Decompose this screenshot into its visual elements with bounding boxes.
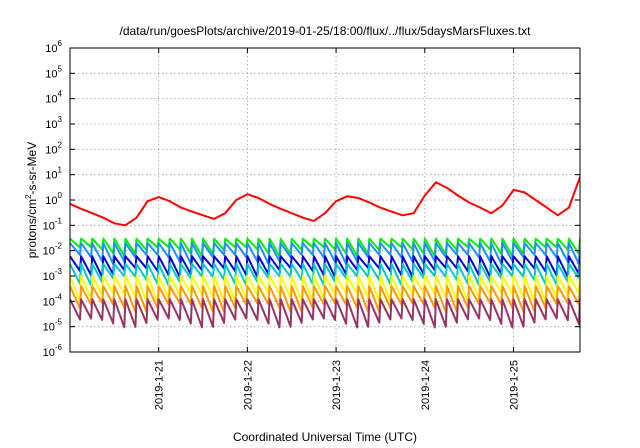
tick-layer: 10-6 10-5 10-4 10-3 10-2 10-1 100 101 102 103 104 1… xyxy=(43,39,580,410)
series-line-2 xyxy=(70,242,580,265)
y-tick-label: 106 xyxy=(45,39,62,55)
series-line-4 xyxy=(70,262,580,287)
x-tick-label: 2019-1-22 xyxy=(242,360,254,410)
x-tick-label: 2019-1-25 xyxy=(508,360,520,410)
y-tick-label: 10-5 xyxy=(43,318,63,334)
y-tick-label: 104 xyxy=(45,90,62,106)
y-tick-label: 100 xyxy=(45,191,62,207)
x-axis-title: Coordinated Universal Time (UTC) xyxy=(233,430,417,444)
series-line-7 xyxy=(70,298,580,329)
y-tick-label: 10-2 xyxy=(43,242,63,258)
y-tick-label: 10-6 xyxy=(43,343,63,359)
y-tick-label: 103 xyxy=(45,115,62,131)
y-tick-label: 10-1 xyxy=(43,216,63,232)
x-tick-label: 2019-1-23 xyxy=(331,360,343,410)
chart-title: /data/run/goesPlots/archive/2019-01-25/1… xyxy=(120,24,532,38)
y-axis-label-layer: protons/cm2-s-sr-MeV xyxy=(24,142,39,258)
y-tick-label: 10-3 xyxy=(43,267,63,283)
x-tick-label: 2019-1-21 xyxy=(154,360,166,410)
x-tick-label: 2019-1-24 xyxy=(420,360,432,410)
y-tick-label: 101 xyxy=(45,166,62,182)
series-line-0 xyxy=(70,176,580,227)
y-tick-label: 10-4 xyxy=(43,292,63,308)
y-tick-label: 102 xyxy=(45,140,62,156)
y-tick-label: 105 xyxy=(45,64,62,80)
series-layer xyxy=(70,176,580,329)
series-line-6 xyxy=(70,285,580,313)
y-axis-title: protons/cm2-s-sr-MeV xyxy=(24,142,39,258)
